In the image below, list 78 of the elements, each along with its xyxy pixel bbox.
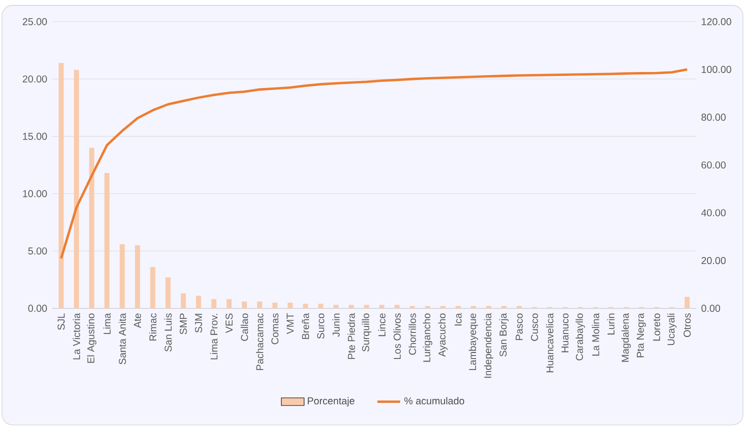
- y2-tick-label: 40.00: [701, 209, 726, 216]
- x-tick-label: Pasco: [516, 313, 523, 340]
- x-tick-label: Ayacucho: [438, 313, 448, 357]
- x-tick-label: Lince: [378, 313, 386, 336]
- bar: [226, 299, 232, 308]
- y2-tick-label: 60.00: [702, 161, 726, 169]
- y2-tick-label: 20.00: [702, 257, 726, 264]
- y-tick-label: 15.00: [23, 132, 47, 140]
- x-tick-label: Pachacamac: [256, 313, 264, 370]
- x-tick-label: Lima Prov.: [210, 314, 218, 360]
- x-tick-label: Callao: [240, 313, 248, 341]
- x-tick-label: Junin: [332, 314, 340, 337]
- x-tick-label: SJL: [58, 313, 65, 330]
- bar: [684, 296, 690, 308]
- x-tick-label: VMT: [286, 313, 294, 334]
- y2-tick-label: 120.00: [702, 18, 732, 26]
- bar: [288, 302, 293, 308]
- y2-tick-label: 0.00: [701, 304, 720, 312]
- y-tick-label: 5.00: [28, 247, 47, 255]
- bar: [242, 301, 247, 308]
- x-tick-label: Los Olivos: [393, 313, 401, 359]
- x-tick-label: La Molina: [592, 313, 600, 356]
- bar: [348, 304, 354, 308]
- x-tick-label: Chorrillos: [408, 313, 416, 355]
- x-tick-label: Santa Anita: [118, 313, 126, 364]
- bar: [150, 267, 156, 308]
- x-tick-label: Independencia: [484, 313, 494, 378]
- y-tick-label: 25.00: [22, 18, 47, 26]
- x-tick-label: Magdalena: [621, 313, 631, 362]
- bar: [318, 304, 324, 308]
- y-tick-label: 20.00: [22, 75, 47, 83]
- x-tick-label: Ate: [134, 313, 142, 328]
- x-tick-label: Lambayeque: [468, 313, 478, 370]
- x-tick-label: Ucayali: [667, 314, 677, 346]
- bar: [89, 148, 94, 308]
- x-tick-label: Lurigancho: [422, 313, 432, 362]
- x-tick-label: VES: [226, 313, 233, 333]
- x-tick-label: Ica: [454, 313, 462, 326]
- bar: [120, 244, 125, 308]
- x-tick-label: Huancavelica: [546, 313, 554, 372]
- x-tick-label: SJM: [195, 314, 202, 333]
- x-tick-label: Pte Piedra: [348, 313, 355, 359]
- line-series: [60, 68, 688, 260]
- legend-label: Porcentaje: [308, 397, 354, 406]
- x-tick-label: SMP: [180, 314, 187, 334]
- x-tick-label: Surco: [317, 313, 324, 339]
- y2-tick-label: 100.00: [702, 66, 732, 73]
- x-tick-label: Breña: [302, 313, 310, 339]
- bar: [180, 293, 186, 308]
- x-tick-label: Cusco: [530, 313, 538, 341]
- bar: [104, 173, 110, 308]
- x-tick-label: Surquillo: [362, 313, 372, 352]
- bar: [166, 277, 171, 308]
- bar: [257, 301, 262, 308]
- x-tick-label: Carabayllo: [576, 313, 585, 360]
- bar: [74, 70, 79, 308]
- x-tick-label: Otros: [684, 313, 691, 337]
- legend-label: % acumulado: [404, 397, 464, 404]
- bar: [134, 245, 140, 308]
- x-tick-label: Comas: [271, 313, 278, 344]
- bar: [211, 299, 216, 308]
- x-tick-label: San Borja: [499, 313, 509, 356]
- x-tick-label: Rimac: [149, 313, 156, 341]
- y-tick-label: 10.00: [23, 190, 47, 198]
- x-tick-label: San Luis: [164, 313, 172, 352]
- x-tick-label: Pta Negra: [636, 313, 646, 358]
- bar: [196, 296, 202, 308]
- x-tick-label: Lurin: [607, 314, 615, 334]
- y2-tick-label: 80.00: [701, 114, 726, 121]
- bar: [302, 304, 308, 308]
- bar: [58, 62, 64, 308]
- x-tick-label: Lima: [103, 313, 111, 334]
- bar: [272, 302, 278, 308]
- x-tick-label: La Victoria: [72, 313, 80, 360]
- y-tick-label: 0.00: [28, 304, 47, 312]
- x-tick-label: Loreto: [653, 313, 660, 341]
- x-tick-label: El Agustino: [87, 313, 96, 363]
- x-tick-label: Huanuco: [562, 313, 569, 352]
